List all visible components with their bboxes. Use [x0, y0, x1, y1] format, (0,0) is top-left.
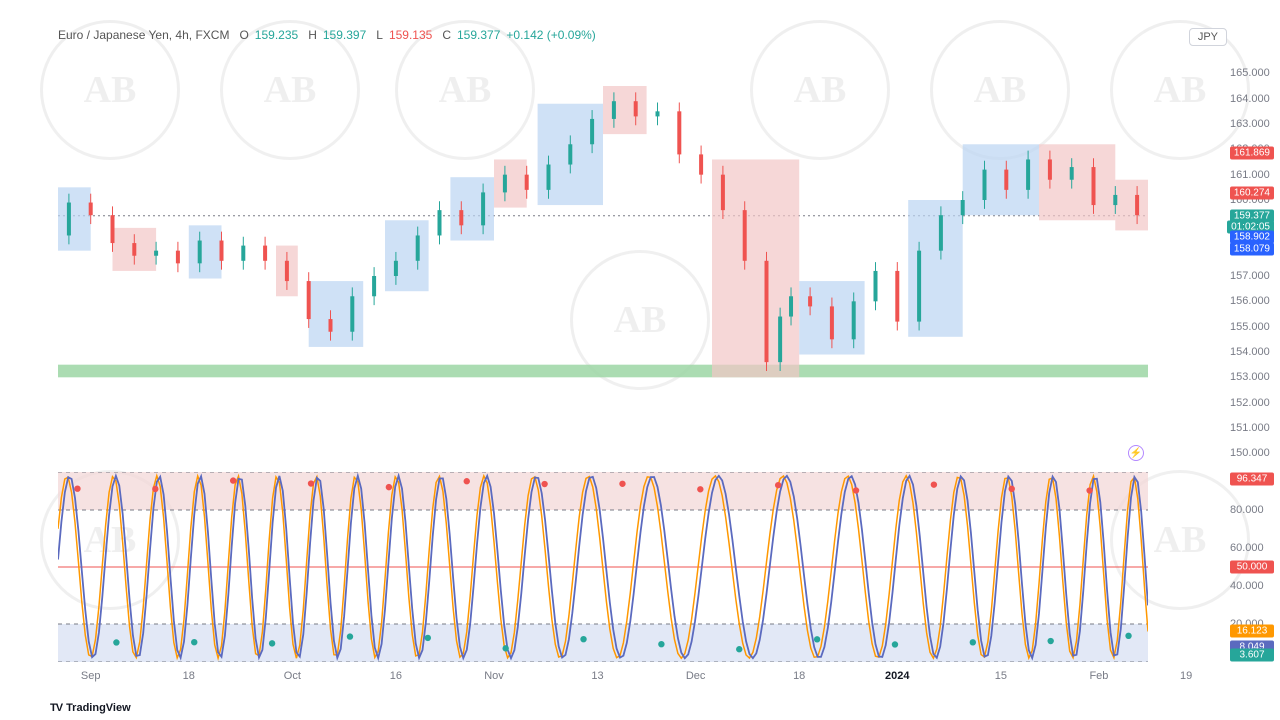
y-tick-label: 152.000 [1230, 397, 1274, 409]
x-tick-label: 16 [390, 670, 402, 682]
price-tag: 160.274 [1230, 187, 1274, 200]
symbol-title[interactable]: Euro / Japanese Yen, 4h, FXCM [58, 28, 229, 42]
y-tick-label: 165.000 [1230, 67, 1274, 79]
x-tick-label: 18 [183, 670, 195, 682]
y-tick-label: 60.000 [1230, 542, 1274, 554]
ohlc-low: 159.135 [389, 28, 432, 42]
ohlc-close: 159.377 [457, 28, 500, 42]
x-tick-label: Feb [1089, 670, 1108, 682]
ohlc-change: +0.142 (+0.09%) [506, 28, 595, 42]
chart-root: Euro / Japanese Yen, 4h, FXCM O159.235 H… [0, 0, 1280, 720]
y-tick-label: 156.000 [1230, 295, 1274, 307]
price-chart[interactable] [58, 48, 1148, 466]
x-tick-label: Nov [484, 670, 504, 682]
indicator-tag: 96.347 [1230, 472, 1274, 485]
y-tick-label: 151.000 [1230, 422, 1274, 434]
x-tick-label: Dec [686, 670, 706, 682]
y-tick-label: 164.000 [1230, 93, 1274, 105]
y-tick-label: 157.000 [1230, 270, 1274, 282]
price-tag: 158.079 [1230, 242, 1274, 255]
oscillator-chart[interactable] [58, 472, 1148, 662]
y-tick-label: 161.000 [1230, 169, 1274, 181]
x-tick-label: 19 [1180, 670, 1192, 682]
ohlc-header: Euro / Japanese Yen, 4h, FXCM O159.235 H… [58, 28, 596, 42]
y-tick-label: 153.000 [1230, 371, 1274, 383]
indicator-tag: 3.607 [1230, 649, 1274, 662]
y-tick-label: 40.000 [1230, 580, 1274, 592]
tradingview-attribution[interactable]: TV TradingView [50, 702, 131, 714]
tradingview-label: TradingView [66, 702, 131, 714]
currency-button[interactable]: JPY [1189, 28, 1227, 46]
tradingview-logo-icon: TV [50, 702, 62, 714]
y-tick-label: 163.000 [1230, 118, 1274, 130]
x-tick-label: 18 [793, 670, 805, 682]
indicator-tag: 50.000 [1230, 561, 1274, 574]
x-tick-label: Sep [81, 670, 101, 682]
y-tick-label: 150.000 [1230, 447, 1274, 459]
x-tick-label: 2024 [885, 670, 909, 682]
indicator-tag: 16.123 [1230, 625, 1274, 638]
ohlc-open: 159.235 [255, 28, 298, 42]
y-tick-label: 155.000 [1230, 321, 1274, 333]
price-tag: 161.869 [1230, 146, 1274, 159]
y-tick-label: 80.000 [1230, 504, 1274, 516]
x-tick-label: Oct [284, 670, 301, 682]
ohlc-high: 159.397 [323, 28, 366, 42]
y-tick-label: 154.000 [1230, 346, 1274, 358]
x-tick-label: 15 [995, 670, 1007, 682]
x-tick-label: 13 [591, 670, 603, 682]
